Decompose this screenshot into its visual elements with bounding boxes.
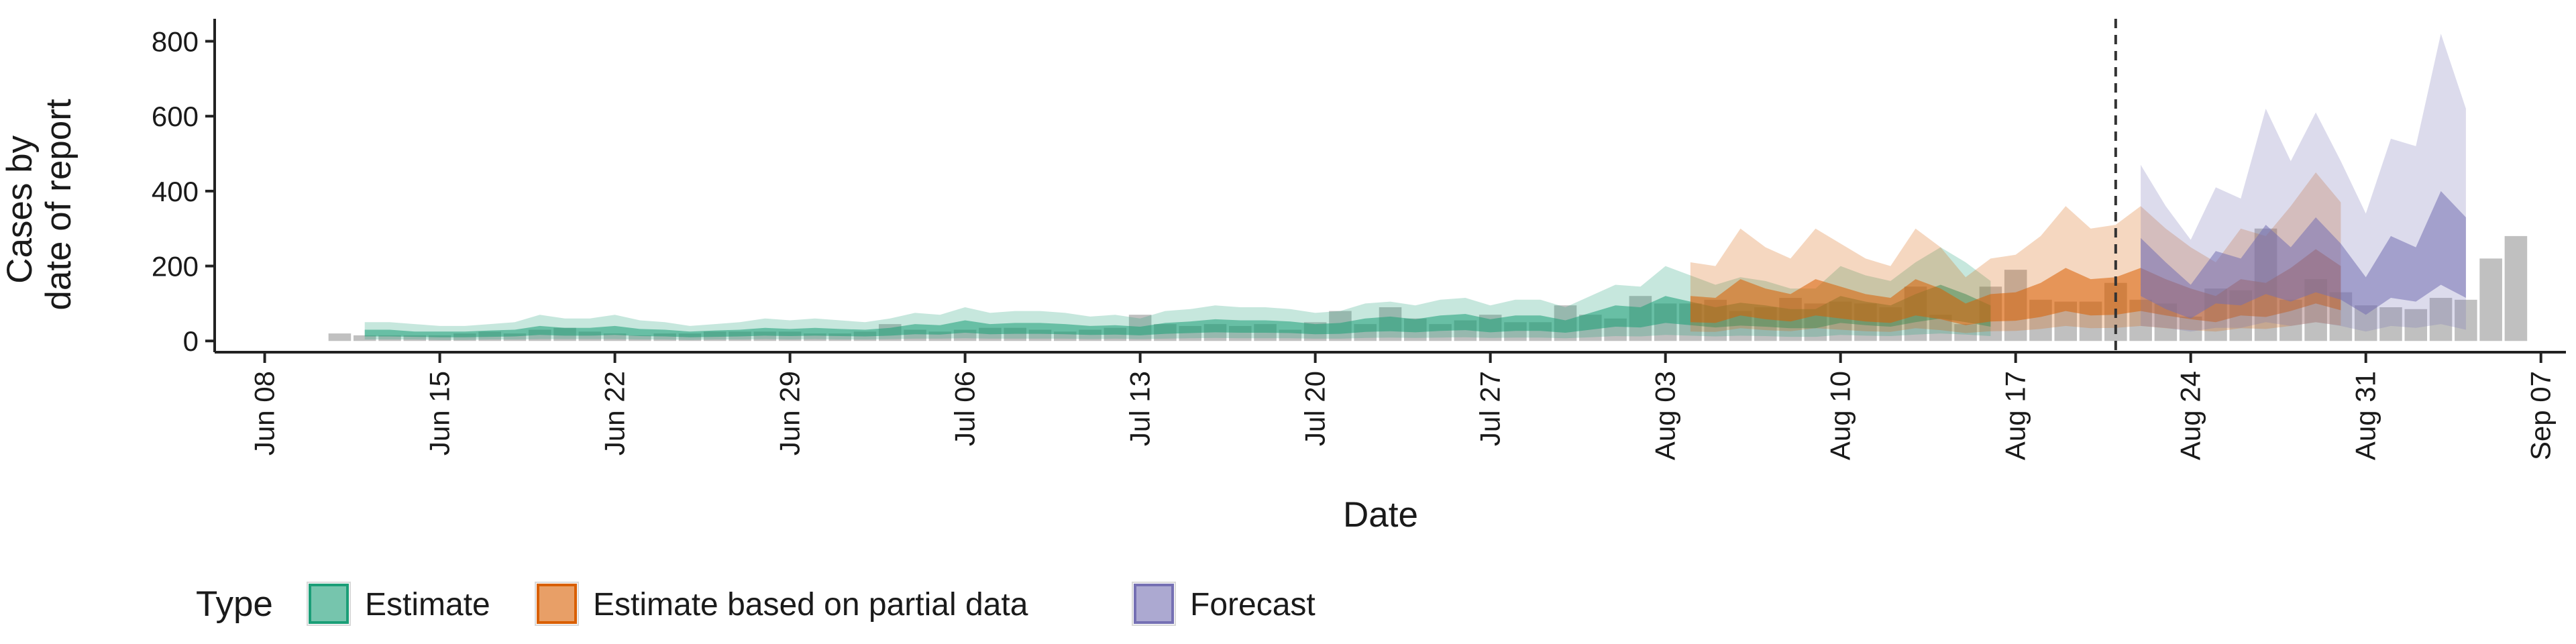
y-axis-title: Cases by date of report: [0, 99, 78, 311]
x-tick-label: Aug 24: [2175, 371, 2206, 460]
x-tick-label: Jul 27: [1474, 371, 1506, 446]
y-tick-label: 0: [183, 325, 199, 357]
x-tick-label: Sep 07: [2525, 371, 2557, 460]
y-tick-label: 400: [152, 176, 199, 207]
ribbon-50: [2141, 191, 2466, 319]
y-tick-label: 200: [152, 251, 199, 282]
x-tick-label: Aug 31: [2350, 371, 2381, 460]
reported-cases-bar: [2379, 307, 2402, 341]
ribbon-50: [364, 284, 1991, 337]
reported-cases-bar: [328, 333, 352, 341]
x-tick-label: Jun 22: [599, 371, 631, 455]
reported-cases-bar: [828, 333, 851, 341]
reported-cases-bar: [378, 335, 401, 341]
estimate-ribbons: [364, 247, 1991, 340]
reported-cases-bar: [2479, 258, 2502, 341]
reported-cases-bar: [653, 333, 676, 341]
legend-item-label: Forecast: [1190, 587, 1316, 623]
legend-item-label: Estimate based on partial data: [593, 587, 1028, 623]
x-tick-label: Jun 08: [249, 371, 280, 455]
legend-key-swatch: [1134, 584, 1174, 624]
x-tick-label: Jul 06: [949, 371, 981, 446]
x-axis-title: Date: [1343, 495, 1418, 535]
reported-cases-bar: [1954, 324, 1977, 341]
x-tick-label: Jun 15: [424, 371, 455, 455]
legend: Type Estimate Estimate based on partial d…: [196, 582, 1316, 626]
x-tick-label: Aug 03: [1650, 371, 1681, 460]
x-ticks: Jun 08 Jun 15 Jun 22 Jun 29 Jul 06 Jul 13 Jul …: [249, 352, 2557, 460]
reported-cases-bar: [428, 335, 451, 341]
x-tick-label: Jun 29: [774, 371, 806, 455]
reported-cases-bar: [603, 333, 627, 341]
reported-cases-bar: [403, 335, 427, 341]
reported-cases-bar: [2455, 299, 2477, 341]
reported-cases-bar: [2179, 316, 2202, 341]
y-tick-label: 600: [152, 101, 199, 132]
legend-item-label: Estimate: [365, 587, 490, 623]
x-tick-label: Jul 13: [1124, 371, 1156, 446]
reported-cases-bar: [353, 335, 376, 341]
legend-title: Type: [196, 584, 273, 624]
x-tick-label: Aug 10: [1825, 371, 1856, 460]
x-tick-label: Aug 17: [2000, 371, 2031, 460]
reported-cases-bar: [2429, 298, 2453, 341]
reported-cases-bar: [503, 333, 527, 341]
reported-cases-bar: [2504, 235, 2528, 341]
legend-key-swatch: [537, 584, 577, 624]
reported-cases-bar: [629, 335, 651, 341]
reported-cases-bar: [2404, 309, 2428, 341]
y-tick-label: 800: [152, 26, 199, 58]
legend-key-swatch: [309, 584, 349, 624]
x-tick-label: Jul 20: [1299, 371, 1331, 446]
forecast-ribbons: [2141, 34, 2466, 332]
y-ticks: 0 200 400 600 800: [152, 26, 215, 357]
reported-cases-bar: [804, 333, 826, 341]
